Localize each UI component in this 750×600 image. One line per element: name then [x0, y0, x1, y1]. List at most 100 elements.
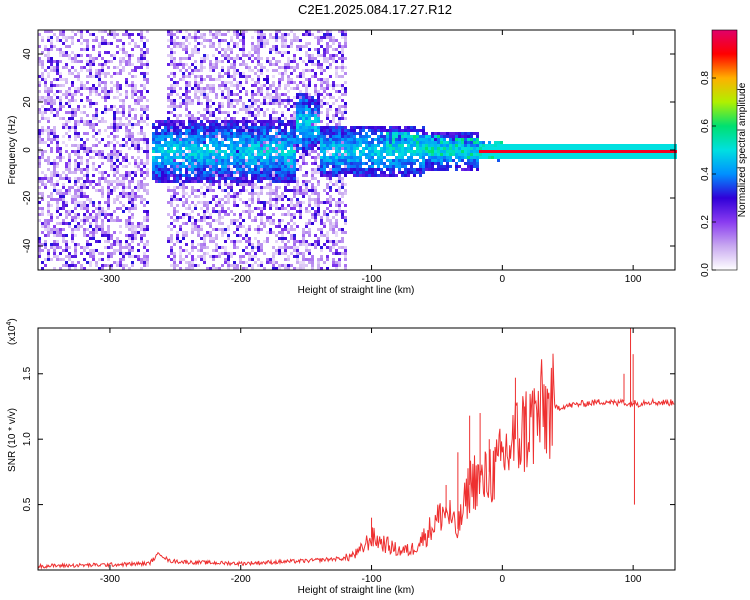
heatmap-cell	[200, 63, 203, 66]
heatmap-cell	[335, 243, 338, 246]
heatmap-cell	[332, 174, 335, 177]
heatmap-cell	[227, 54, 230, 57]
heatmap-cell	[107, 144, 110, 147]
heatmap-cell	[140, 132, 143, 135]
heatmap-cell	[206, 132, 209, 135]
heatmap-cell	[287, 231, 290, 234]
heatmap-cell	[233, 123, 236, 126]
heatmap-cell	[257, 264, 260, 267]
heatmap-cell	[137, 96, 140, 99]
heatmap-cell	[248, 99, 251, 102]
heatmap-cell	[62, 264, 65, 267]
heatmap-cell	[329, 105, 332, 108]
heatmap-cell	[251, 111, 254, 114]
heatmap-cell	[305, 225, 308, 228]
heatmap-cell	[218, 33, 221, 36]
heatmap-cell	[203, 234, 206, 237]
heatmap-cell	[278, 231, 281, 234]
heatmap-cell	[98, 54, 101, 57]
heatmap-cell	[419, 168, 422, 171]
heatmap-cell	[296, 66, 299, 69]
heatmap-cell	[284, 168, 287, 171]
heatmap-cell	[191, 267, 194, 270]
heatmap-cell	[53, 60, 56, 63]
heatmap-cell	[47, 57, 50, 60]
heatmap-cell	[224, 195, 227, 198]
heatmap-cell	[251, 201, 254, 204]
heatmap-cell	[59, 147, 62, 150]
heatmap-cell	[194, 126, 197, 129]
heatmap-cell	[272, 246, 275, 249]
heatmap-cell	[227, 177, 230, 180]
heatmap-cell	[86, 165, 89, 168]
heatmap-cell	[230, 219, 233, 222]
heatmap-cell	[233, 246, 236, 249]
heatmap-cell	[209, 39, 212, 42]
heatmap-cell	[278, 168, 281, 171]
heatmap-cell	[86, 69, 89, 72]
heatmap-cell	[416, 132, 419, 135]
heatmap-cell	[257, 51, 260, 54]
heatmap-cell	[185, 168, 188, 171]
heatmap-cell	[257, 150, 260, 153]
heatmap-cell	[293, 54, 296, 57]
heatmap-cell	[335, 126, 338, 129]
heatmap-cell	[41, 183, 44, 186]
heatmap-cell	[440, 132, 443, 135]
heatmap-cell	[260, 138, 263, 141]
heatmap-cell	[281, 198, 284, 201]
heatmap-cell	[101, 156, 104, 159]
heatmap-cell	[167, 45, 170, 48]
heatmap-cell	[86, 42, 89, 45]
heatmap-cell	[140, 162, 143, 165]
heatmap-cell	[92, 90, 95, 93]
heatmap-cell	[65, 240, 68, 243]
heatmap-cell	[83, 219, 86, 222]
heatmap-cell	[164, 153, 167, 156]
heatmap-cell	[137, 243, 140, 246]
heatmap-cell	[107, 33, 110, 36]
heatmap-cell	[206, 207, 209, 210]
heatmap-cell	[359, 171, 362, 174]
heatmap-cell	[92, 201, 95, 204]
heatmap-cell	[197, 117, 200, 120]
heatmap-cell	[296, 96, 299, 99]
heatmap-cell	[173, 258, 176, 261]
heatmap-cell	[302, 174, 305, 177]
heatmap-cell	[122, 180, 125, 183]
heatmap-cell	[308, 81, 311, 84]
heatmap-cell	[287, 180, 290, 183]
heatmap-cell	[335, 234, 338, 237]
heatmap-cell	[338, 174, 341, 177]
heatmap-cell	[92, 186, 95, 189]
heatmap-cell	[305, 99, 308, 102]
heatmap-cell	[68, 156, 71, 159]
heatmap-cell	[332, 129, 335, 132]
heatmap-cell	[257, 33, 260, 36]
heatmap-cell	[53, 252, 56, 255]
heatmap-cell	[239, 141, 242, 144]
heatmap-cell	[110, 246, 113, 249]
heatmap-cell	[380, 174, 383, 177]
heatmap-cell	[71, 72, 74, 75]
heatmap-cell	[107, 186, 110, 189]
heatmap-cell	[218, 156, 221, 159]
heatmap-cell	[275, 180, 278, 183]
heatmap-cell	[281, 231, 284, 234]
heatmap-cell	[443, 138, 446, 141]
heatmap-cell	[215, 195, 218, 198]
heatmap-cell	[281, 42, 284, 45]
heatmap-cell	[377, 174, 380, 177]
heatmap-cell	[140, 234, 143, 237]
heatmap-cell	[209, 138, 212, 141]
heatmap-cell	[335, 60, 338, 63]
heatmap-cell	[110, 165, 113, 168]
heatmap-cell	[113, 96, 116, 99]
heatmap-cell	[125, 156, 128, 159]
heatmap-cell	[365, 174, 368, 177]
heatmap-cell	[80, 225, 83, 228]
heatmap-cell	[293, 153, 296, 156]
heatmap-cell	[263, 225, 266, 228]
heatmap-cell	[242, 180, 245, 183]
heatmap-cell	[245, 129, 248, 132]
